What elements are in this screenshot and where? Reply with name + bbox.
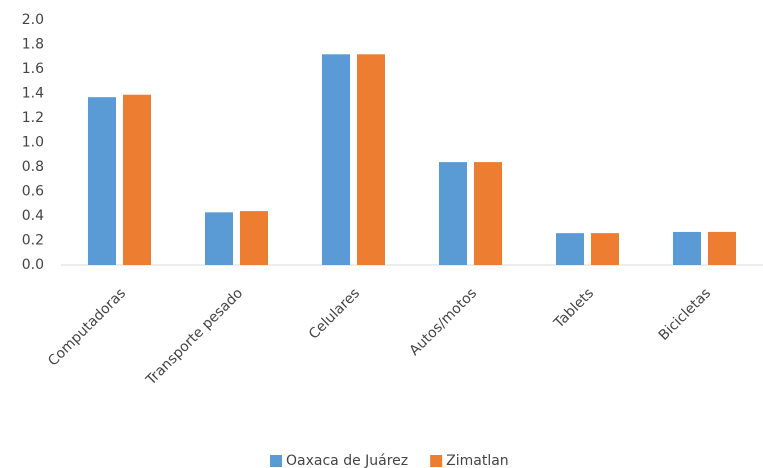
y-tick-label: 1.6 xyxy=(22,61,44,77)
x-tick-label: Computadoras xyxy=(45,285,129,369)
legend-swatch xyxy=(430,455,443,467)
legend-label: Oaxaca de Juárez xyxy=(286,453,408,468)
x-tick-label: Bicicletas xyxy=(656,285,714,343)
bar xyxy=(123,94,151,265)
bar xyxy=(240,211,268,265)
x-tick-label: Tablets xyxy=(550,285,597,332)
y-tick-label: 1.8 xyxy=(22,37,44,53)
bar xyxy=(673,231,701,265)
x-tick-label: Celulares xyxy=(306,285,363,342)
y-tick-label: 0.6 xyxy=(22,184,44,200)
x-tick-label: Transporte pesado xyxy=(142,285,246,389)
y-tick-label: 0.0 xyxy=(22,257,44,273)
y-tick-label: 1.0 xyxy=(22,135,44,151)
y-tick-label: 1.2 xyxy=(22,110,44,126)
y-tick-label: 1.4 xyxy=(22,86,44,102)
bar xyxy=(591,233,619,265)
bar xyxy=(322,54,350,265)
legend-swatch xyxy=(270,455,282,467)
bar xyxy=(439,162,467,265)
bar xyxy=(205,212,233,265)
bar xyxy=(708,231,736,265)
bar xyxy=(556,233,584,265)
y-tick-label: 0.8 xyxy=(22,159,44,175)
bar xyxy=(88,97,116,265)
legend-label: Zimatlan xyxy=(446,453,509,468)
y-tick-label: 2.0 xyxy=(22,12,44,28)
y-tick-label: 0.4 xyxy=(22,208,44,224)
x-tick-label: Autos/motos xyxy=(407,285,481,359)
bar xyxy=(357,54,385,265)
y-tick-label: 0.2 xyxy=(22,233,44,249)
bar xyxy=(474,162,502,265)
